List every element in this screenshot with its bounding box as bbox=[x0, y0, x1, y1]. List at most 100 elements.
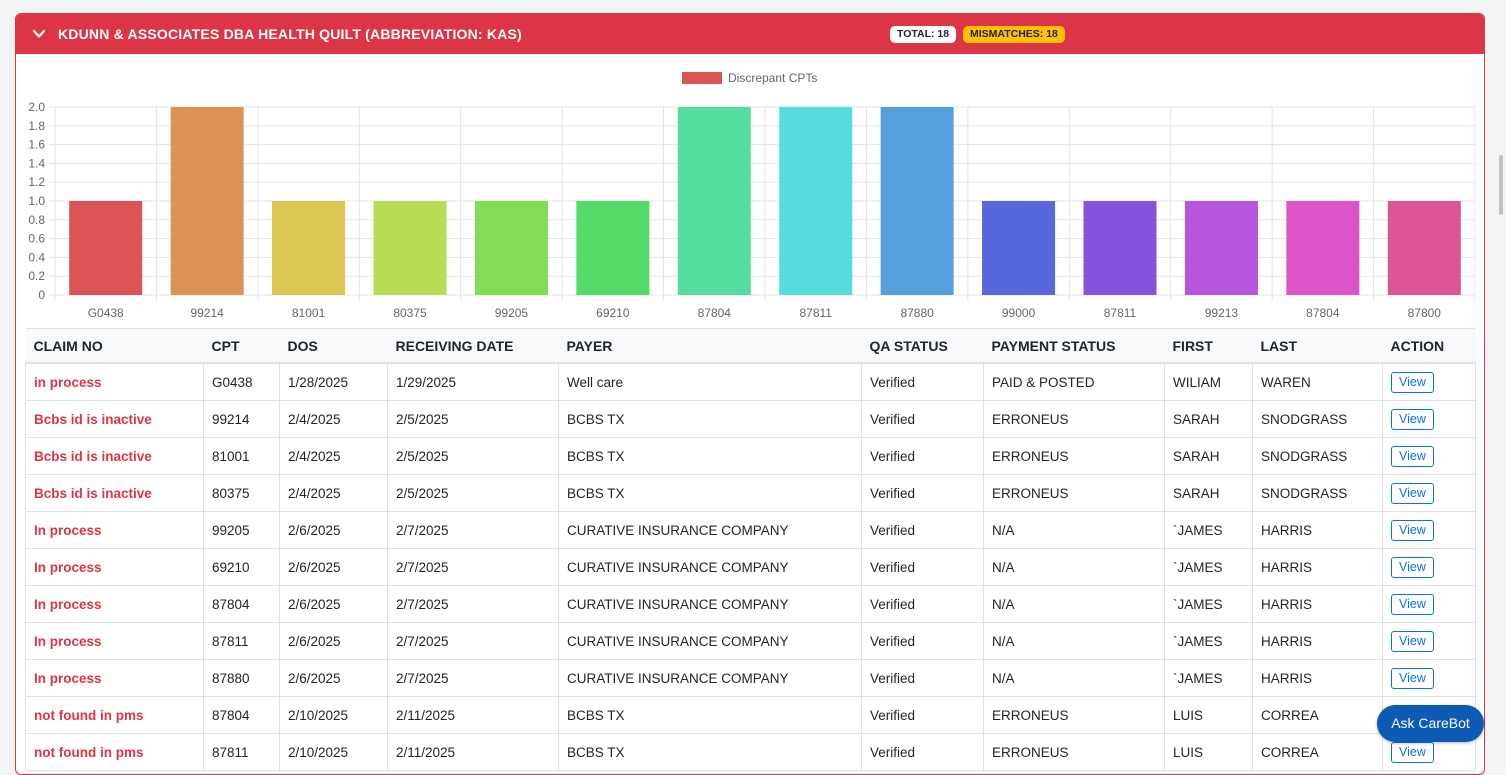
action-cell: View bbox=[1382, 474, 1476, 512]
last-name-cell: SNODGRASS bbox=[1252, 474, 1383, 512]
table-row: Bcbs id is inactive 99214 2/4/2025 2/5/2025… bbox=[25, 400, 1476, 438]
action-cell: View bbox=[1382, 622, 1476, 660]
view-button[interactable]: View bbox=[1391, 667, 1434, 689]
view-button[interactable]: View bbox=[1391, 519, 1434, 541]
last-name-cell: CORREA bbox=[1252, 733, 1383, 771]
view-button[interactable]: View bbox=[1391, 445, 1434, 467]
payer-cell: CURATIVE INSURANCE COMPANY bbox=[558, 659, 862, 697]
receiving-date-cell: 2/7/2025 bbox=[387, 622, 559, 660]
qa-status-cell: Verified bbox=[861, 696, 984, 734]
column-header: FIRST bbox=[1164, 328, 1253, 364]
payer-cell: CURATIVE INSURANCE COMPANY bbox=[558, 622, 862, 660]
qa-status-cell: Verified bbox=[861, 511, 984, 549]
claim-no-cell: In process bbox=[25, 659, 204, 697]
table-row: In process 69210 2/6/2025 2/7/2025 CURATIVE … bbox=[25, 548, 1476, 586]
first-name-cell: LUIS bbox=[1164, 696, 1253, 734]
first-name-cell: SARAH bbox=[1164, 400, 1253, 438]
discrepant-cpts-chart: Discrepant CPTs 0 0.2 0.4 0.6 0.8 1.0 1.2 1.4 1.6… bbox=[16, 54, 1484, 328]
payer-cell: BCBS TX bbox=[558, 437, 862, 475]
qa-status-cell: Verified bbox=[861, 733, 984, 771]
payment-status-cell: N/A bbox=[983, 585, 1165, 623]
payment-status-cell: N/A bbox=[983, 511, 1165, 549]
x-tick-label: 80375 bbox=[393, 306, 427, 320]
total-badge: TOTAL: 18 bbox=[890, 26, 957, 43]
mismatches-badge: MISMATCHES: 18 bbox=[963, 26, 1065, 43]
payer-cell: BCBS TX bbox=[558, 733, 862, 771]
view-button[interactable]: View bbox=[1391, 556, 1434, 578]
cpt-cell: 87880 bbox=[203, 659, 280, 697]
claim-no-cell: not found in pms bbox=[25, 696, 204, 734]
cpt-cell: 99205 bbox=[203, 511, 280, 549]
qa-status-cell: Verified bbox=[861, 622, 984, 660]
payer-cell: BCBS TX bbox=[558, 400, 862, 438]
ask-carebot-button[interactable]: Ask CareBot bbox=[1377, 705, 1484, 742]
column-header: RECEIVING DATE bbox=[387, 328, 559, 364]
last-name-cell: WAREN bbox=[1252, 362, 1383, 401]
bar bbox=[982, 201, 1056, 295]
bar bbox=[272, 201, 346, 295]
card-header[interactable]: KDUNN & ASSOCIATES DBA HEALTH QUILT (ABB… bbox=[16, 14, 1484, 54]
dos-cell: 2/4/2025 bbox=[279, 474, 388, 512]
table-row: not found in pms 87811 2/10/2025 2/11/2025 B… bbox=[25, 733, 1476, 771]
receiving-date-cell: 2/7/2025 bbox=[387, 548, 559, 586]
receiving-date-cell: 2/7/2025 bbox=[387, 659, 559, 697]
last-name-cell: HARRIS bbox=[1252, 585, 1383, 623]
dos-cell: 2/4/2025 bbox=[279, 400, 388, 438]
cpt-cell: 87811 bbox=[203, 622, 280, 660]
y-tick-label: 0 bbox=[38, 288, 45, 302]
payment-status-cell: ERRONEUS bbox=[983, 437, 1165, 475]
action-cell: View bbox=[1382, 548, 1476, 586]
claims-table-wrapper: CLAIM NO CPT DOS RECEIVING DATE PAYER QA STAT… bbox=[25, 328, 1476, 771]
table-row: In process 87811 2/6/2025 2/7/2025 CURATIVE … bbox=[25, 622, 1476, 660]
qa-status-cell: Verified bbox=[861, 585, 984, 623]
payment-status-cell: ERRONEUS bbox=[983, 474, 1165, 512]
y-tick-label: 0.6 bbox=[28, 232, 45, 246]
view-button[interactable]: View bbox=[1391, 741, 1434, 763]
table-row: not found in pms 87804 2/10/2025 2/11/2025 B… bbox=[25, 696, 1476, 734]
payer-cell: CURATIVE INSURANCE COMPANY bbox=[558, 548, 862, 586]
cpt-cell: 87804 bbox=[203, 585, 280, 623]
payer-cell: CURATIVE INSURANCE COMPANY bbox=[558, 511, 862, 549]
y-tick-label: 1.0 bbox=[28, 194, 45, 208]
payment-status-cell: ERRONEUS bbox=[983, 733, 1165, 771]
view-button[interactable]: View bbox=[1391, 371, 1434, 393]
cpt-cell: 69210 bbox=[203, 548, 280, 586]
claim-no-cell: Bcbs id is inactive bbox=[25, 437, 204, 475]
qa-status-cell: Verified bbox=[861, 474, 984, 512]
payment-status-cell: N/A bbox=[983, 659, 1165, 697]
y-tick-label: 1.4 bbox=[28, 156, 45, 170]
practice-title: KDUNN & ASSOCIATES DBA HEALTH QUILT (ABB… bbox=[58, 26, 522, 42]
last-name-cell: HARRIS bbox=[1252, 511, 1383, 549]
payment-status-cell: ERRONEUS bbox=[983, 400, 1165, 438]
dos-cell: 2/10/2025 bbox=[279, 733, 388, 771]
last-name-cell: HARRIS bbox=[1252, 622, 1383, 660]
x-tick-label: 99214 bbox=[190, 306, 224, 320]
dos-cell: 2/10/2025 bbox=[279, 696, 388, 734]
view-button[interactable]: View bbox=[1391, 482, 1434, 504]
column-header: DOS bbox=[279, 328, 388, 364]
claims-table: CLAIM NO CPT DOS RECEIVING DATE PAYER QA STAT… bbox=[25, 328, 1476, 771]
claim-no-cell: In process bbox=[25, 585, 204, 623]
view-button[interactable]: View bbox=[1391, 630, 1434, 652]
view-button[interactable]: View bbox=[1391, 593, 1434, 615]
table-header-row: CLAIM NO CPT DOS RECEIVING DATE PAYER QA STAT… bbox=[25, 328, 1476, 364]
chevron-down-icon[interactable] bbox=[32, 27, 46, 41]
bar bbox=[69, 201, 143, 295]
last-name-cell: SNODGRASS bbox=[1252, 437, 1383, 475]
cpt-cell: 87811 bbox=[203, 733, 280, 771]
bar bbox=[1184, 201, 1258, 295]
action-cell: View bbox=[1382, 362, 1476, 401]
x-tick-label: 87811 bbox=[799, 306, 832, 320]
cpt-cell: 80375 bbox=[203, 474, 280, 512]
page-scrollbar[interactable] bbox=[1499, 155, 1503, 215]
first-name-cell: SARAH bbox=[1164, 474, 1253, 512]
qa-status-cell: Verified bbox=[861, 437, 984, 475]
column-header: CPT bbox=[203, 328, 280, 364]
cpt-cell: 87804 bbox=[203, 696, 280, 734]
x-tick-label: 99213 bbox=[1205, 306, 1239, 320]
last-name-cell: CORREA bbox=[1252, 696, 1383, 734]
view-button[interactable]: View bbox=[1391, 408, 1434, 430]
table-row: Bcbs id is inactive 80375 2/4/2025 2/5/2025… bbox=[25, 474, 1476, 512]
bar bbox=[576, 201, 650, 295]
x-tick-label: 69210 bbox=[596, 306, 630, 320]
